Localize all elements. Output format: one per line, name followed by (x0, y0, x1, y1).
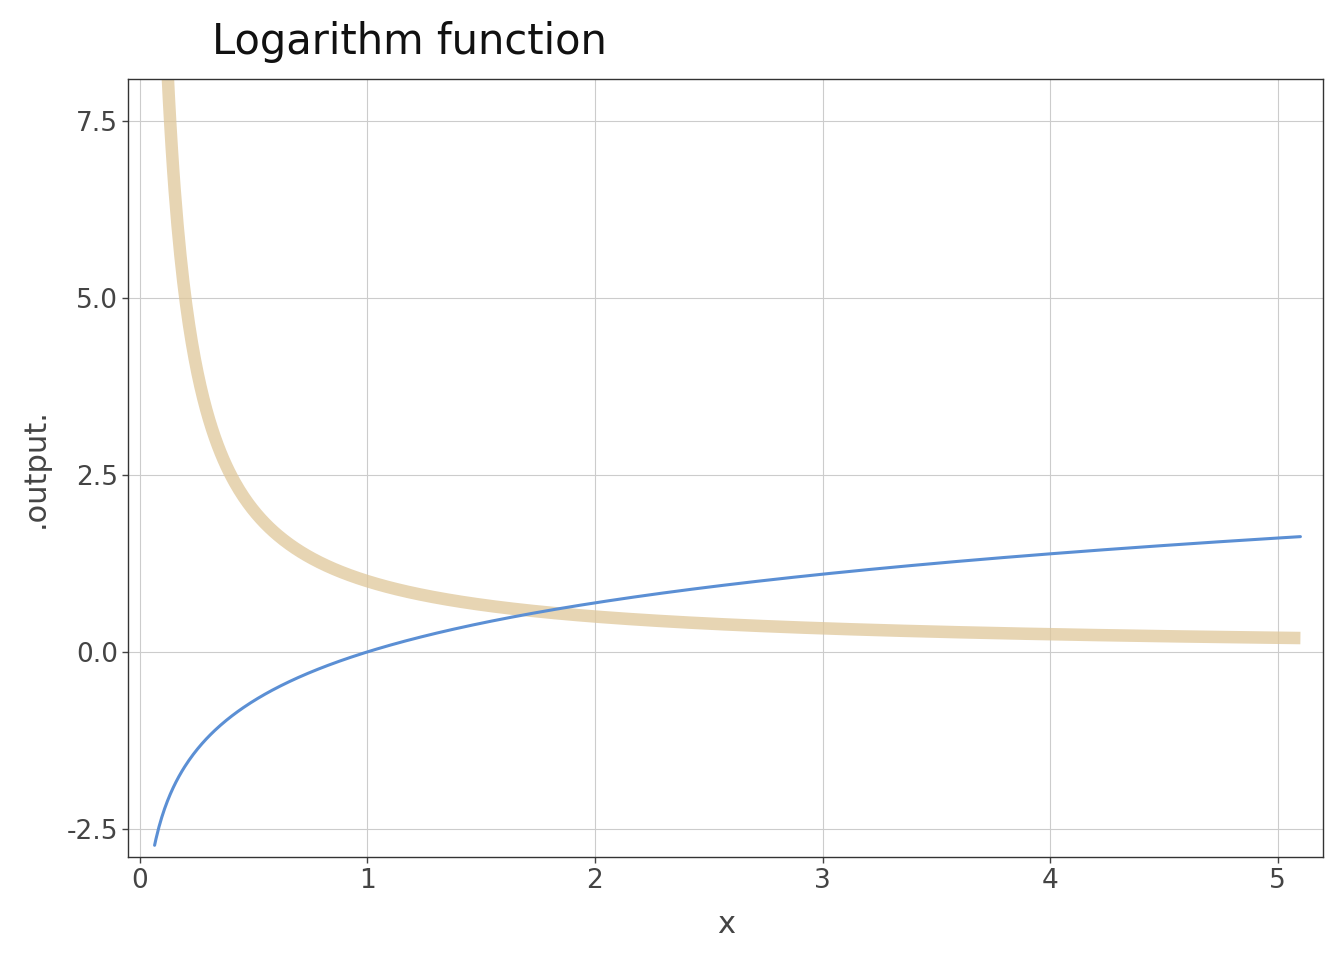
X-axis label: x: x (716, 910, 735, 939)
Text: Logarithm function: Logarithm function (212, 21, 607, 62)
Y-axis label: .output.: .output. (22, 408, 50, 528)
